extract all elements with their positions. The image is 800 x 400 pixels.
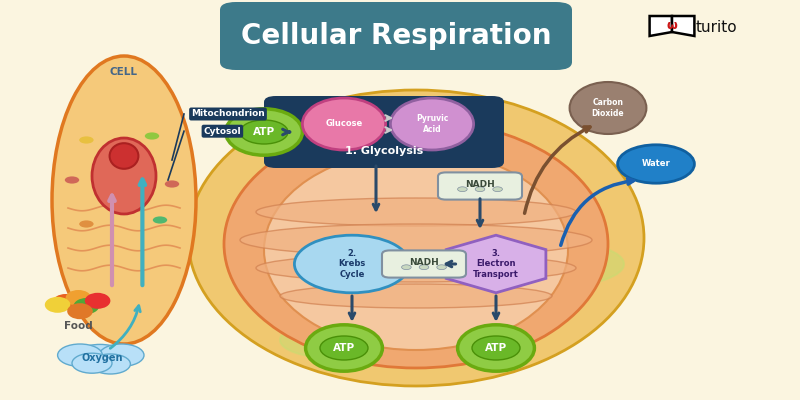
Text: NADH: NADH xyxy=(465,180,495,189)
Ellipse shape xyxy=(570,82,646,134)
Circle shape xyxy=(294,235,410,293)
Ellipse shape xyxy=(45,297,70,313)
Ellipse shape xyxy=(256,254,576,282)
Circle shape xyxy=(72,353,112,373)
Text: 2.
Krebs
Cycle: 2. Krebs Cycle xyxy=(338,249,366,279)
Polygon shape xyxy=(672,16,694,36)
Circle shape xyxy=(153,216,167,224)
Text: Carbon
Dioxide: Carbon Dioxide xyxy=(592,98,624,118)
Ellipse shape xyxy=(85,293,110,309)
Text: turito: turito xyxy=(695,20,737,35)
Text: Food: Food xyxy=(64,321,93,331)
Circle shape xyxy=(458,187,467,192)
Circle shape xyxy=(419,265,429,270)
Ellipse shape xyxy=(67,303,93,319)
Ellipse shape xyxy=(224,120,608,368)
Circle shape xyxy=(79,136,94,144)
Text: Cellular Respiration: Cellular Respiration xyxy=(241,22,551,50)
Ellipse shape xyxy=(92,138,156,214)
Ellipse shape xyxy=(74,298,99,314)
FancyBboxPatch shape xyxy=(264,96,504,168)
Circle shape xyxy=(493,187,502,192)
Text: Oxygen: Oxygen xyxy=(82,353,123,363)
Polygon shape xyxy=(446,235,546,293)
Text: 3.
Electron
Transport: 3. Electron Transport xyxy=(473,249,519,279)
Circle shape xyxy=(437,265,446,270)
Circle shape xyxy=(475,187,485,192)
Circle shape xyxy=(618,145,694,183)
Ellipse shape xyxy=(302,98,386,150)
Text: 1. Glycolysis: 1. Glycolysis xyxy=(345,146,423,156)
Text: Glucose: Glucose xyxy=(326,120,362,128)
Ellipse shape xyxy=(280,322,384,358)
Text: ATP: ATP xyxy=(485,343,507,353)
Ellipse shape xyxy=(52,56,196,344)
Ellipse shape xyxy=(306,325,382,371)
Circle shape xyxy=(73,344,127,372)
Text: Water: Water xyxy=(642,160,670,168)
FancyBboxPatch shape xyxy=(382,250,466,278)
FancyBboxPatch shape xyxy=(220,2,572,70)
Text: ω: ω xyxy=(666,19,678,32)
Text: NADH: NADH xyxy=(409,258,439,267)
Ellipse shape xyxy=(226,109,302,155)
Ellipse shape xyxy=(188,90,644,386)
Polygon shape xyxy=(650,16,672,36)
Circle shape xyxy=(90,354,130,374)
Ellipse shape xyxy=(496,242,624,286)
Circle shape xyxy=(79,220,94,228)
Circle shape xyxy=(145,132,159,140)
Text: Pyruvic
Acid: Pyruvic Acid xyxy=(416,114,448,134)
Ellipse shape xyxy=(458,325,534,371)
Circle shape xyxy=(240,120,288,144)
Ellipse shape xyxy=(110,143,138,169)
Ellipse shape xyxy=(264,150,568,350)
Ellipse shape xyxy=(280,284,552,308)
Circle shape xyxy=(472,336,520,360)
Text: Mitochondrion: Mitochondrion xyxy=(191,110,265,118)
Circle shape xyxy=(320,336,368,360)
Circle shape xyxy=(65,176,79,184)
Ellipse shape xyxy=(66,290,91,306)
Text: ATP: ATP xyxy=(333,343,355,353)
Circle shape xyxy=(165,180,179,188)
FancyBboxPatch shape xyxy=(438,172,522,200)
Ellipse shape xyxy=(240,224,592,256)
Circle shape xyxy=(58,344,102,366)
Circle shape xyxy=(99,344,144,366)
Text: ATP: ATP xyxy=(253,127,275,137)
Text: Cytosol: Cytosol xyxy=(203,127,242,136)
Ellipse shape xyxy=(53,294,78,310)
Text: CELL: CELL xyxy=(110,67,138,77)
Ellipse shape xyxy=(390,98,474,150)
Circle shape xyxy=(402,265,411,270)
Ellipse shape xyxy=(256,198,576,226)
